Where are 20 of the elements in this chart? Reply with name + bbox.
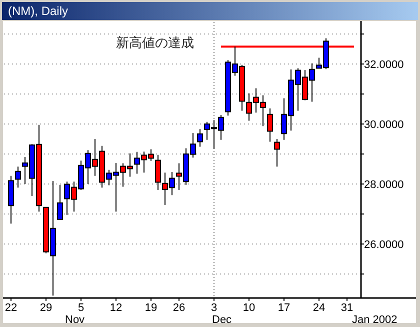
x-tick-label: 22 — [4, 302, 18, 314]
y-tick-label: 26.0000 — [364, 239, 404, 251]
y-tick-label: 32.0000 — [364, 59, 404, 71]
text: Jan 2002 — [352, 314, 398, 326]
chart-title: (NM), Daily — [8, 4, 68, 18]
x-tick-label: 10 — [242, 302, 256, 314]
x-tick-label: 3 — [210, 302, 218, 314]
x-tick-label: 5 — [78, 302, 84, 314]
x-tick-label: 19 — [144, 302, 158, 314]
annotation: 新高値の達成 — [116, 35, 194, 50]
y-tick-label: 28.0000 — [364, 179, 404, 191]
x-tick-label: 31 — [340, 302, 354, 314]
x-tick-label: 24 — [312, 302, 326, 314]
x-tick-label: 12 — [110, 302, 122, 314]
text: Dec — [212, 314, 232, 326]
x-tick-label: 29 — [40, 302, 52, 314]
x-tick-label: 17 — [278, 302, 290, 314]
x-tick-label: 26 — [172, 302, 186, 314]
y-tick-label: 30.0000 — [364, 119, 404, 131]
text: Nov — [65, 314, 86, 326]
